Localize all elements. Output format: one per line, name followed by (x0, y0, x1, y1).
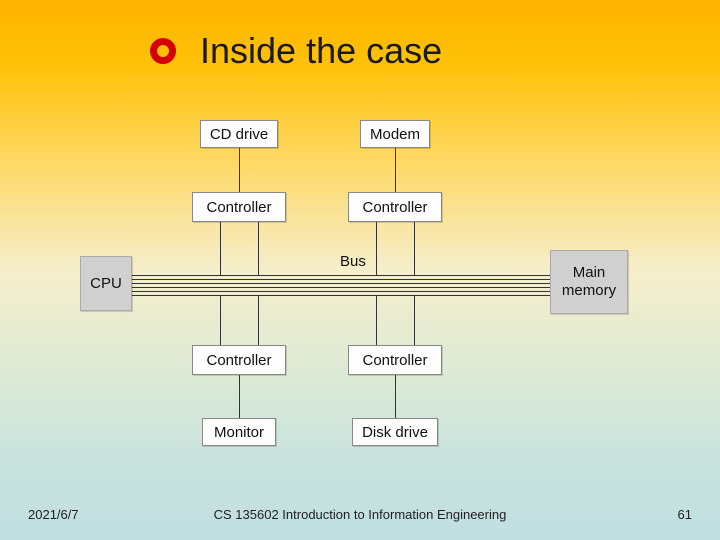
connector (395, 375, 396, 418)
node-main-memory: Main memory (550, 250, 628, 314)
connector (239, 148, 240, 192)
connector (220, 295, 221, 345)
node-label: Monitor (214, 424, 264, 441)
node-controller-top-left: Controller (192, 192, 286, 222)
connector (220, 222, 221, 275)
node-label: Disk drive (362, 424, 428, 441)
node-controller-bottom-right: Controller (348, 345, 442, 375)
bus (120, 275, 600, 295)
connector (376, 222, 377, 275)
node-label: Main memory (562, 264, 616, 300)
connector (414, 222, 415, 275)
connector (258, 222, 259, 275)
bus-label: Bus (340, 253, 366, 270)
node-monitor: Monitor (202, 418, 276, 446)
node-label: Controller (362, 352, 427, 369)
connector (258, 295, 259, 345)
bus-diagram: Bus CD drive Modem Controller Controller… (80, 120, 640, 450)
bullet-icon (150, 38, 176, 64)
footer-page: 61 (678, 507, 692, 522)
slide-title: Inside the case (200, 30, 442, 72)
connector (395, 148, 396, 192)
node-modem: Modem (360, 120, 430, 148)
node-label: CPU (90, 275, 122, 292)
footer-course: CS 135602 Introduction to Information En… (0, 507, 720, 522)
node-label: Controller (206, 199, 271, 216)
connector (414, 295, 415, 345)
node-cpu: CPU (80, 256, 132, 311)
node-controller-top-right: Controller (348, 192, 442, 222)
node-label: Controller (206, 352, 271, 369)
node-cd-drive: CD drive (200, 120, 278, 148)
node-label: Modem (370, 126, 420, 143)
node-disk-drive: Disk drive (352, 418, 438, 446)
node-controller-bottom-left: Controller (192, 345, 286, 375)
node-label: Controller (362, 199, 427, 216)
node-label: CD drive (210, 126, 268, 143)
connector (376, 295, 377, 345)
connector (239, 375, 240, 418)
